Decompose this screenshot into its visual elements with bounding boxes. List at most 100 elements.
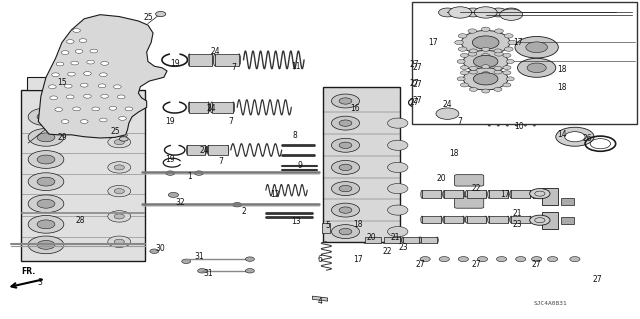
Text: 10: 10 [514, 122, 524, 131]
Circle shape [502, 8, 520, 17]
Text: 14: 14 [557, 130, 567, 139]
Circle shape [81, 83, 88, 87]
Circle shape [79, 39, 87, 42]
Ellipse shape [204, 145, 206, 155]
Circle shape [388, 140, 408, 150]
Circle shape [114, 239, 124, 244]
Circle shape [339, 207, 352, 213]
Bar [384, 237, 400, 243]
Circle shape [481, 54, 490, 58]
Text: 17: 17 [513, 38, 522, 47]
Circle shape [109, 106, 116, 110]
Circle shape [114, 165, 124, 170]
Circle shape [117, 95, 125, 99]
Circle shape [118, 116, 126, 120]
Circle shape [457, 59, 465, 63]
Circle shape [332, 160, 360, 174]
Circle shape [472, 36, 499, 49]
Circle shape [461, 31, 510, 55]
Text: 15: 15 [57, 78, 67, 86]
Circle shape [564, 132, 585, 142]
Ellipse shape [211, 102, 213, 113]
Text: 22: 22 [382, 247, 392, 256]
Text: 27: 27 [532, 260, 541, 269]
Text: 3: 3 [37, 278, 42, 287]
Text: 18: 18 [353, 220, 363, 229]
Circle shape [246, 257, 254, 261]
Circle shape [156, 11, 166, 17]
Circle shape [108, 137, 131, 148]
Bar [403, 237, 419, 243]
Bar [27, 77, 138, 90]
Ellipse shape [443, 216, 445, 223]
Text: 24: 24 [443, 100, 452, 109]
Circle shape [526, 42, 547, 53]
Circle shape [451, 8, 469, 17]
Ellipse shape [188, 102, 191, 113]
Circle shape [494, 87, 502, 92]
Bar [422, 190, 441, 198]
Bar [444, 190, 463, 198]
Circle shape [108, 185, 131, 197]
Ellipse shape [232, 102, 235, 113]
Circle shape [482, 65, 490, 69]
Text: 27: 27 [413, 80, 422, 89]
Bar [189, 54, 212, 66]
Bar [541, 212, 557, 229]
Circle shape [436, 108, 459, 119]
Circle shape [28, 215, 64, 233]
Circle shape [99, 84, 106, 88]
Circle shape [482, 89, 490, 93]
Text: 7: 7 [458, 117, 463, 126]
Circle shape [469, 66, 477, 70]
Ellipse shape [383, 237, 385, 243]
Bar [534, 190, 552, 198]
Text: 21: 21 [390, 234, 400, 242]
Circle shape [388, 226, 408, 237]
Circle shape [500, 9, 523, 20]
Ellipse shape [508, 116, 511, 124]
Text: 18: 18 [557, 83, 567, 92]
Circle shape [339, 142, 352, 148]
Circle shape [81, 120, 88, 123]
Circle shape [65, 84, 72, 88]
Ellipse shape [443, 190, 445, 198]
Circle shape [339, 228, 352, 235]
Text: 12: 12 [271, 190, 280, 199]
Text: 26: 26 [583, 134, 593, 144]
Circle shape [28, 173, 64, 190]
Circle shape [339, 185, 352, 192]
FancyBboxPatch shape [454, 197, 484, 208]
Circle shape [332, 116, 360, 130]
Ellipse shape [419, 237, 420, 243]
Bar [489, 216, 508, 223]
Ellipse shape [507, 216, 509, 223]
Circle shape [119, 137, 128, 141]
Circle shape [68, 72, 76, 76]
Circle shape [28, 151, 64, 168]
Ellipse shape [462, 216, 465, 223]
Ellipse shape [465, 190, 468, 198]
Ellipse shape [449, 98, 452, 107]
Circle shape [332, 182, 360, 196]
Ellipse shape [529, 190, 531, 198]
Text: SJC4A0831: SJC4A0831 [534, 300, 568, 306]
Text: 30: 30 [156, 243, 166, 253]
Circle shape [457, 77, 465, 81]
Circle shape [439, 256, 449, 262]
Ellipse shape [510, 216, 512, 223]
Ellipse shape [402, 237, 404, 243]
Text: 27: 27 [410, 98, 419, 107]
Circle shape [503, 66, 511, 70]
Circle shape [482, 47, 490, 51]
Polygon shape [312, 296, 328, 301]
Circle shape [87, 60, 95, 64]
Bar [322, 223, 330, 233]
Circle shape [73, 107, 81, 111]
Circle shape [108, 236, 131, 248]
Circle shape [339, 164, 352, 171]
Circle shape [67, 95, 74, 99]
Circle shape [56, 62, 64, 66]
Circle shape [468, 52, 477, 56]
Ellipse shape [399, 237, 401, 243]
